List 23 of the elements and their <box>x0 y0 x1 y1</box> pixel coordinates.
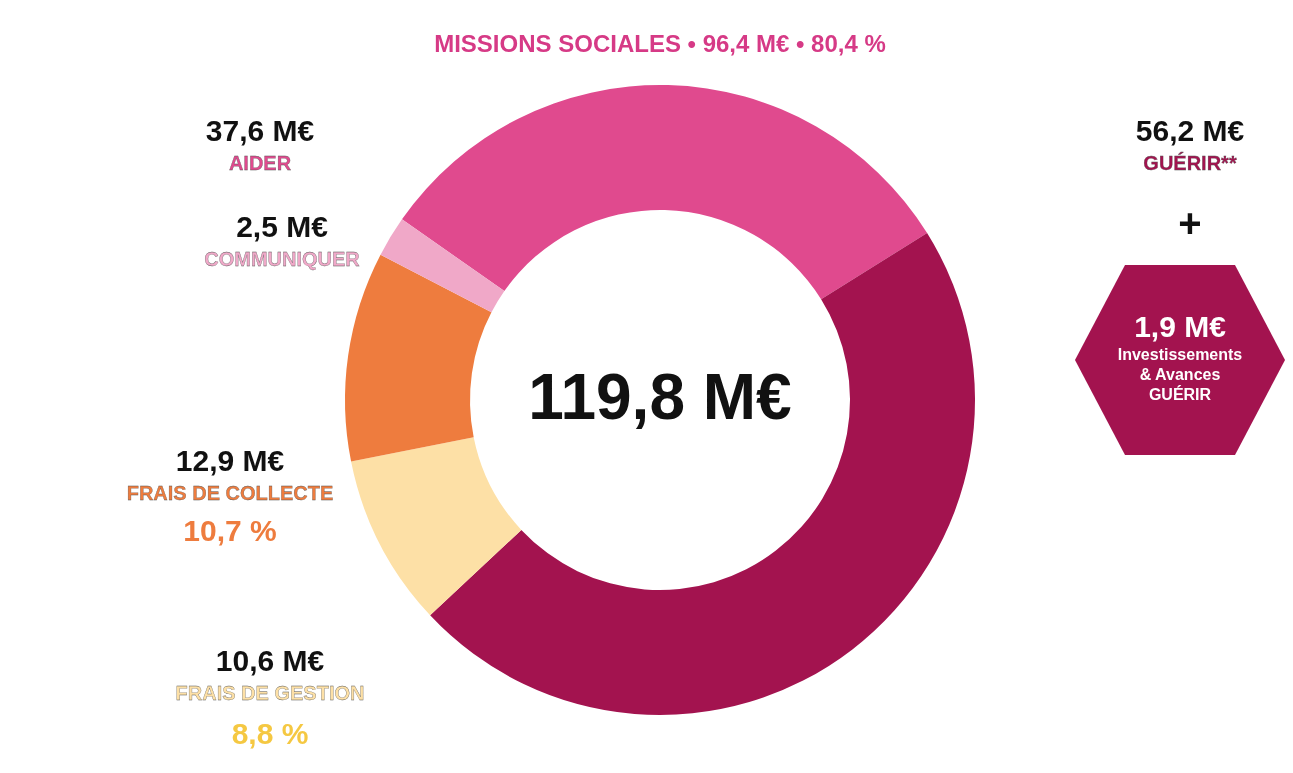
text: Investissements <box>1117 346 1243 363</box>
data-label: 12,9 M€ <box>175 444 285 477</box>
text: 119,8 M€ <box>528 361 792 433</box>
donut-slice <box>401 85 928 300</box>
text: GUÉRIR <box>1148 385 1212 403</box>
slice-label: AIDER <box>228 152 292 174</box>
donut-slice <box>351 437 522 616</box>
donut-slice <box>380 219 505 313</box>
slice-label: FRAIS DE COLLECTE <box>126 482 334 504</box>
data-label: 2,5 M€ <box>236 210 329 243</box>
text: + <box>1178 201 1202 245</box>
data-label: 37,6 M€ <box>205 114 315 147</box>
slice-label: FRAIS DE GESTION <box>175 682 365 704</box>
text: & Avances <box>1139 366 1221 383</box>
text: 1,9 M€ <box>1134 310 1227 343</box>
text: MISSIONS SOCIALES • 96,4 M€ • 80,4 % <box>434 30 886 57</box>
text: 8,8 % <box>231 717 309 750</box>
donut-slice <box>430 233 975 715</box>
data-label: 56,2 M€ <box>1135 114 1245 147</box>
text: 10,7 % <box>183 514 277 547</box>
data-label: 10,6 M€ <box>215 644 325 677</box>
slice-label: GUÉRIR** <box>1143 152 1237 174</box>
slice-label: COMMUNIQUER <box>204 248 361 270</box>
